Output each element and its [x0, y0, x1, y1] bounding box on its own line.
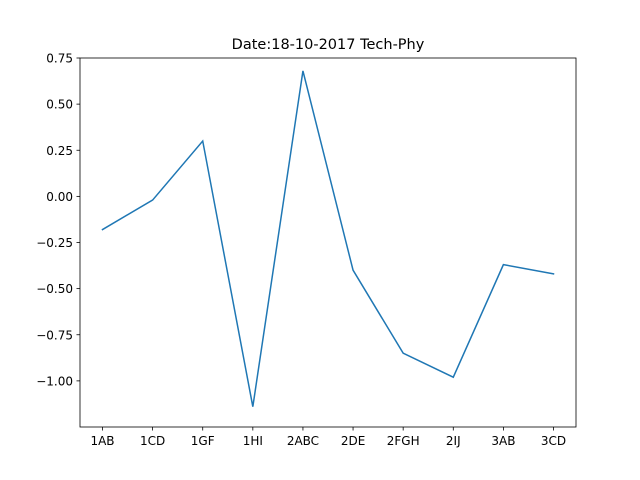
y-tick-label: 0.50	[46, 98, 73, 112]
series-line	[101, 70, 555, 407]
y-tick-label: 0.25	[46, 144, 73, 158]
axes: 0.75 0.50 0.25 0.00 −0.25 −0.50 −0.75 −1.00 1AB 1…	[36, 52, 577, 448]
y-tick-label: −1.00	[36, 374, 73, 388]
x-tick-label: 1GF	[191, 434, 215, 448]
y-tick-label: 0.75	[46, 52, 73, 66]
x-tick-label: 1CD	[140, 434, 165, 448]
x-tick-label: 1AB	[90, 434, 114, 448]
y-tick-label: −0.75	[36, 328, 73, 342]
y-tick-label: −0.25	[36, 236, 73, 250]
x-tick-label: 2ABC	[287, 434, 319, 448]
axes-frame	[79, 57, 577, 428]
plot-area	[101, 70, 555, 407]
x-tick-label: 2DE	[341, 434, 365, 448]
y-tick-label: 0.00	[46, 190, 73, 204]
chart-title: Date:18-10-2017 Tech-Phy	[232, 37, 425, 53]
y-tick-label: −0.50	[36, 282, 73, 296]
x-tick-label: 3AB	[491, 434, 515, 448]
x-tick-label: 3CD	[541, 434, 566, 448]
x-tick-label: 2FGH	[387, 434, 420, 448]
x-tick-label: 1HI	[243, 434, 263, 448]
x-tick-label: 2IJ	[446, 434, 461, 448]
